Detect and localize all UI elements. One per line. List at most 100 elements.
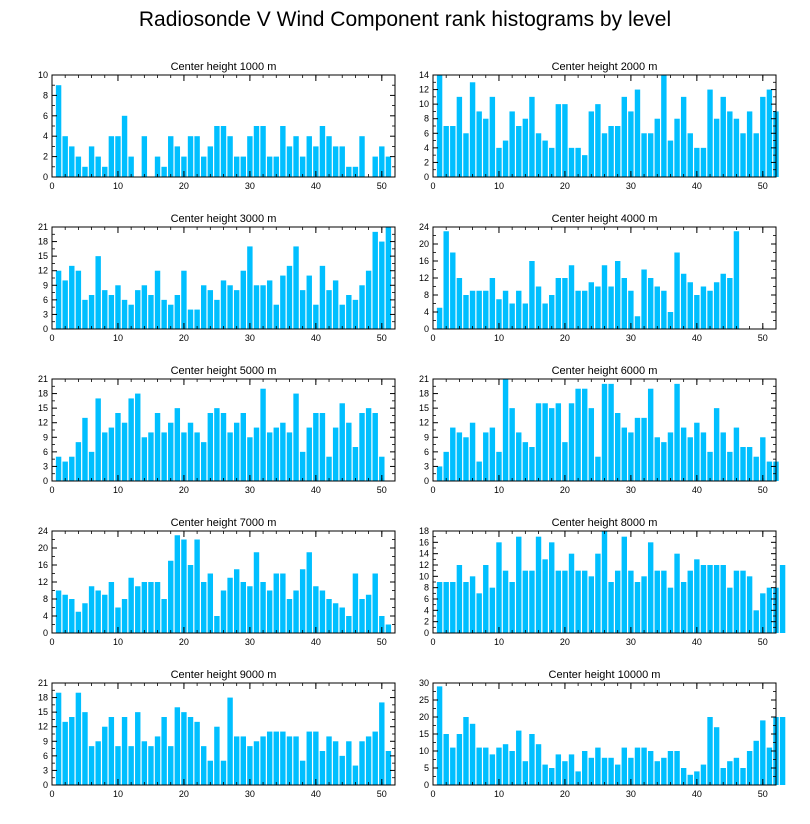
bar — [713, 727, 720, 785]
bar — [141, 136, 148, 177]
bar — [346, 741, 352, 785]
bar — [700, 147, 707, 177]
bar — [700, 432, 707, 481]
bar — [227, 136, 233, 177]
bar — [707, 451, 713, 481]
bar — [674, 553, 680, 633]
bar — [535, 286, 542, 329]
bar — [227, 285, 233, 329]
bar — [75, 156, 82, 177]
bar — [746, 576, 753, 633]
bar — [339, 607, 345, 633]
panel-title: Center height 1000 m — [171, 61, 277, 73]
bar — [88, 146, 95, 177]
panel-6: Center height 6000 m 0 10 20 30 40 50 0 3 6 9 12 15 1… — [419, 365, 779, 495]
bar — [69, 456, 75, 481]
bar — [694, 422, 700, 481]
bar — [502, 140, 509, 177]
bar — [148, 295, 154, 329]
bar — [352, 447, 359, 481]
bar — [568, 754, 575, 785]
bar — [95, 741, 101, 785]
bar — [443, 126, 449, 177]
bar — [128, 304, 134, 329]
bar — [266, 590, 273, 633]
bar — [187, 565, 194, 633]
bar — [450, 252, 456, 329]
bar — [502, 570, 509, 633]
y-tick-label: 12 — [419, 418, 429, 428]
bar — [542, 140, 548, 177]
bar — [700, 565, 707, 633]
bar — [456, 432, 463, 481]
bar — [121, 299, 128, 329]
x-tick-label: 10 — [113, 789, 123, 799]
bar — [740, 570, 746, 633]
x-tick-label: 30 — [245, 637, 255, 647]
bar — [286, 432, 293, 481]
bar — [135, 393, 141, 481]
bar — [82, 417, 88, 481]
bar — [181, 539, 187, 633]
bar — [667, 312, 674, 329]
bar — [313, 586, 319, 633]
bar — [299, 156, 306, 177]
y-tick-label: 12 — [419, 273, 429, 283]
bar — [95, 398, 101, 481]
y-tick-label: 2 — [43, 152, 48, 162]
bar — [535, 133, 542, 177]
bar — [260, 285, 266, 329]
bar — [286, 599, 293, 633]
panel-7: Center height 7000 m 0 10 20 30 40 50 0 4 8 12 16 20… — [38, 517, 396, 647]
bar — [733, 118, 740, 177]
bar — [476, 593, 482, 633]
bar — [82, 603, 88, 633]
bar — [562, 278, 568, 329]
y-tick-label: 2 — [424, 157, 429, 167]
bar — [740, 768, 746, 785]
panel-2: Center height 2000 m 0 10 20 30 40 50 0 2 4 6 8 10 12… — [419, 61, 779, 191]
bar — [385, 227, 392, 329]
bar — [352, 299, 359, 329]
bar — [621, 427, 627, 481]
bar — [201, 285, 207, 329]
y-tick-label: 6 — [43, 111, 48, 121]
bar — [588, 576, 595, 633]
x-tick-label: 40 — [692, 181, 702, 191]
bar — [522, 303, 529, 329]
bar — [306, 731, 312, 785]
bar — [306, 427, 312, 481]
bar — [601, 265, 608, 329]
panel-3: Center height 3000 m 0 10 20 30 40 50 0 3 6 9 12 15 1… — [38, 213, 396, 343]
bar — [69, 265, 75, 329]
bar — [436, 582, 443, 633]
bar — [372, 573, 378, 633]
bar — [161, 599, 167, 633]
bar — [601, 133, 608, 177]
y-tick-label: 3 — [43, 461, 48, 471]
bar — [542, 403, 548, 481]
y-tick-label: 10 — [419, 746, 429, 756]
bar — [720, 432, 726, 481]
bar — [154, 156, 161, 177]
bar — [529, 447, 535, 481]
panel-title: Center height 7000 m — [171, 517, 277, 529]
bar — [707, 717, 713, 785]
bar — [194, 539, 200, 633]
bar — [601, 531, 608, 633]
bar — [779, 565, 786, 633]
y-tick-label: 12 — [419, 85, 429, 95]
bar — [766, 461, 773, 481]
bar — [483, 432, 489, 481]
y-tick-label: 16 — [419, 256, 429, 266]
bar — [694, 771, 700, 785]
bar — [549, 408, 555, 481]
x-tick-label: 10 — [494, 485, 504, 495]
x-tick-label: 30 — [245, 333, 255, 343]
bar — [313, 731, 319, 785]
bar — [496, 147, 502, 177]
y-tick-label: 0 — [424, 476, 429, 486]
y-tick-label: 9 — [43, 736, 48, 746]
y-tick-label: 18 — [419, 389, 429, 399]
